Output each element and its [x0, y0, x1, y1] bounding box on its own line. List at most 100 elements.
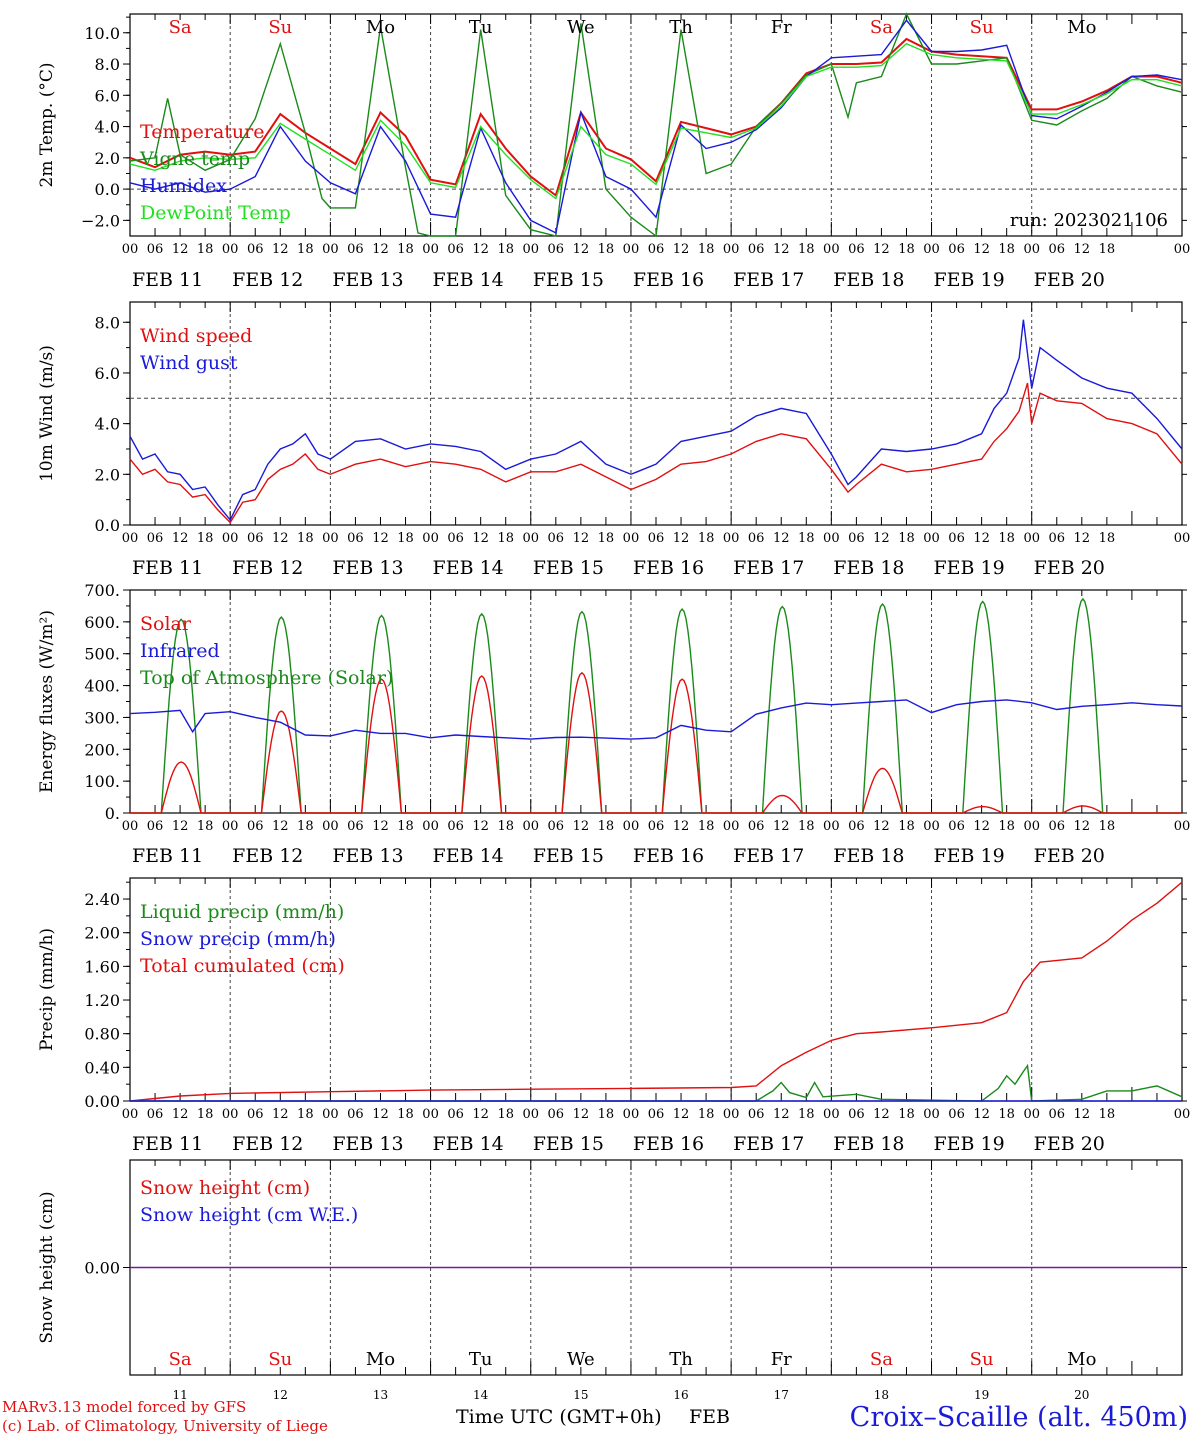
- hour-label: 18: [397, 531, 414, 546]
- date-label: FEB 15: [533, 557, 604, 579]
- hour-label: 00: [122, 1107, 139, 1122]
- date-label: FEB 13: [332, 845, 403, 867]
- hour-label: 18: [898, 1107, 915, 1122]
- day-number-label: 14: [473, 1388, 489, 1402]
- date-label: FEB 16: [633, 1133, 704, 1155]
- hour-label: 06: [948, 819, 965, 834]
- y-tick-label: 4.0: [95, 118, 120, 137]
- weekday-label: Mo: [366, 17, 395, 38]
- legend-entry: Infrared: [140, 640, 220, 662]
- hour-label: 00: [322, 531, 339, 546]
- day-number-label: 18: [874, 1388, 889, 1402]
- hour-label: 12: [873, 819, 890, 834]
- hour-label: 00: [522, 1107, 539, 1122]
- y-tick-label: 400.: [84, 677, 120, 696]
- hour-label: 12: [773, 242, 790, 257]
- date-label: FEB 12: [232, 269, 303, 291]
- hour-label: 12: [973, 819, 990, 834]
- date-label: FEB 16: [633, 845, 704, 867]
- hour-label: 18: [998, 1107, 1015, 1122]
- y-tick-label: 8.0: [95, 55, 120, 74]
- date-label: FEB 11: [132, 557, 203, 579]
- hour-label: 12: [573, 242, 590, 257]
- hour-label: 18: [698, 531, 715, 546]
- hour-label: 06: [648, 819, 665, 834]
- hour-label: 06: [548, 1107, 565, 1122]
- hour-label: 06: [848, 242, 865, 257]
- hour-label: 12: [472, 531, 489, 546]
- hour-label: 06: [347, 1107, 364, 1122]
- hour-label: 00: [1174, 242, 1191, 257]
- series-line: [129, 42, 1183, 200]
- hour-label: 12: [773, 1107, 790, 1122]
- hour-label: 18: [497, 819, 514, 834]
- series-line: [129, 19, 1183, 234]
- date-label: FEB 12: [232, 1133, 303, 1155]
- hour-label: 18: [497, 242, 514, 257]
- weekday-label: Sa: [169, 1349, 192, 1370]
- weekday-label: Tu: [469, 17, 493, 38]
- hour-label: 18: [798, 242, 815, 257]
- day-number-label: 13: [373, 1388, 388, 1402]
- hour-label: 12: [673, 819, 690, 834]
- legend-entry: Snow height (cm): [140, 1177, 310, 1199]
- legend-entry: Humidex: [140, 175, 227, 197]
- day-number-label: 19: [974, 1388, 989, 1402]
- legend-entry: Wind gust: [140, 352, 238, 374]
- weekday-label: We: [567, 1349, 595, 1370]
- hour-label: 18: [598, 242, 615, 257]
- hour-label: 06: [948, 242, 965, 257]
- hour-label: 12: [573, 531, 590, 546]
- hour-label: 06: [447, 242, 464, 257]
- hour-label: 18: [1099, 819, 1116, 834]
- hour-label: 06: [1048, 1107, 1065, 1122]
- weekday-label: Su: [268, 1349, 292, 1370]
- hour-label: 12: [1074, 819, 1091, 834]
- weekday-label: Su: [970, 17, 994, 38]
- hour-label: 06: [548, 531, 565, 546]
- hour-label: 12: [873, 242, 890, 257]
- hour-label: 06: [247, 819, 264, 834]
- y-tick-label: 0.80: [84, 1025, 120, 1044]
- hour-label: 06: [447, 531, 464, 546]
- date-label: FEB 18: [833, 1133, 904, 1155]
- hour-label: 00: [923, 819, 940, 834]
- day-number-label: 17: [774, 1388, 789, 1402]
- station-title: Croix–Scaille (alt. 450m): [849, 1402, 1188, 1433]
- y-tick-label: 10.0: [84, 24, 120, 43]
- hour-label: 12: [1074, 1107, 1091, 1122]
- weekday-label: Fr: [771, 17, 792, 38]
- panel-2: 0.0 2.0 4.0 6.0 8.0 10m Wind (m/s) Wind speed W…: [37, 301, 1190, 579]
- hour-label: 18: [297, 242, 314, 257]
- hour-label: 00: [923, 242, 940, 257]
- date-label: FEB 14: [433, 557, 504, 579]
- date-label: FEB 16: [633, 269, 704, 291]
- hour-label: 06: [548, 242, 565, 257]
- hour-label: 18: [397, 1107, 414, 1122]
- weekday-label: Fr: [771, 1349, 792, 1370]
- date-label: FEB 14: [433, 269, 504, 291]
- hour-label: 06: [1048, 819, 1065, 834]
- panel-3: 0. 100. 200. 300. 400. 500. 600. 700. Energy flu…: [37, 581, 1190, 867]
- series-line: [129, 382, 1183, 524]
- date-label: FEB 18: [833, 845, 904, 867]
- hour-label: 00: [823, 819, 840, 834]
- y-tick-label: 0.0: [95, 516, 120, 535]
- hour-label: 00: [322, 819, 339, 834]
- hour-label: 18: [998, 242, 1015, 257]
- date-label: FEB 19: [933, 1133, 1004, 1155]
- hour-label: 00: [422, 242, 439, 257]
- lab-credit-text: (c) Lab. of Climatology, University of L…: [2, 1417, 328, 1435]
- hour-label: 12: [372, 1107, 389, 1122]
- y-axis-label: 10m Wind (m/s): [37, 345, 57, 482]
- hour-label: 00: [222, 242, 239, 257]
- date-label: FEB 12: [232, 845, 303, 867]
- series-line: [129, 37, 1183, 198]
- y-tick-label: 2.40: [84, 890, 120, 909]
- date-label: FEB 15: [533, 269, 604, 291]
- y-tick-label: −2.0: [81, 211, 120, 230]
- day-number-label: 20: [1074, 1388, 1089, 1402]
- hour-label: 06: [347, 531, 364, 546]
- y-axis-label: Precip (mm/h): [37, 928, 57, 1051]
- legend-entry: Solar: [140, 613, 192, 635]
